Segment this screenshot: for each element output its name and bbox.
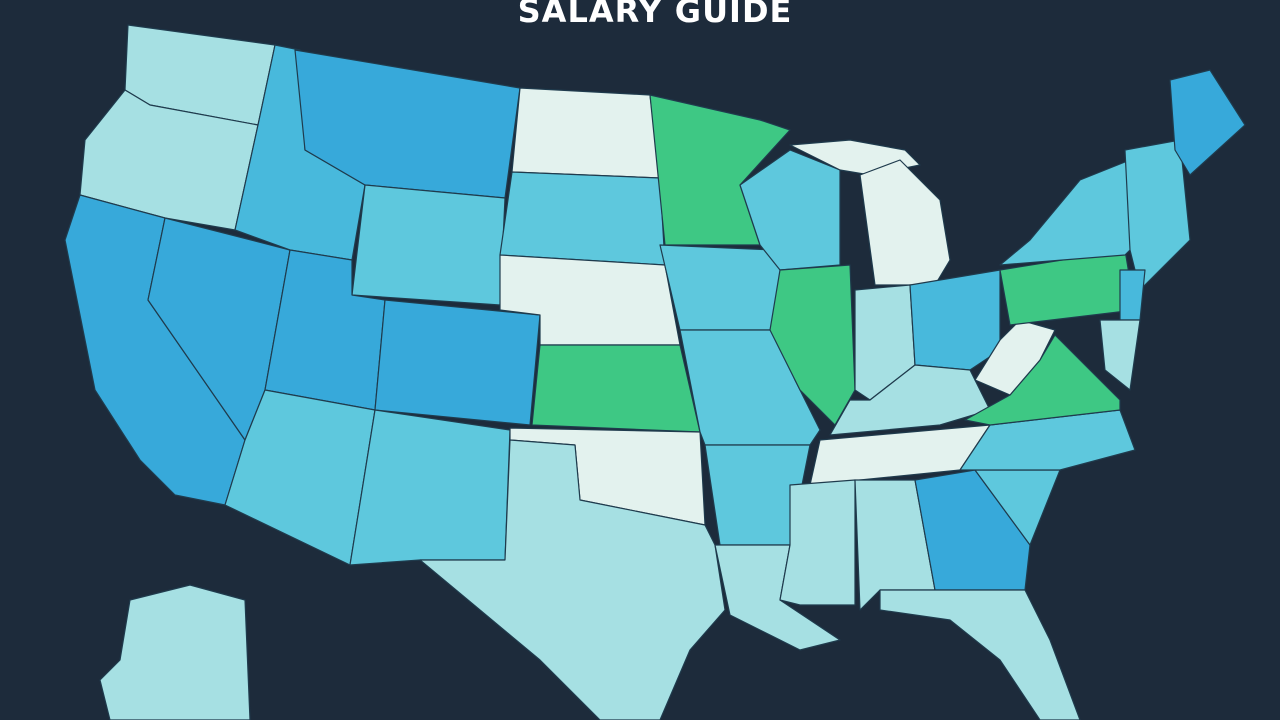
state [419, 439, 726, 720]
state [79, 89, 259, 231]
state [224, 389, 376, 566]
state [879, 589, 1081, 720]
state [779, 479, 856, 606]
state [374, 299, 541, 426]
state [499, 171, 666, 266]
state [769, 264, 856, 426]
state [351, 184, 506, 306]
state [829, 364, 991, 436]
states [64, 24, 1246, 720]
title: SALARY GUIDE [518, 0, 793, 30]
state [859, 159, 951, 286]
state [914, 469, 1031, 591]
state [909, 269, 1001, 371]
state [349, 409, 511, 566]
state [511, 87, 661, 179]
state [531, 344, 701, 433]
state [99, 584, 251, 720]
state [1124, 139, 1191, 291]
state [739, 149, 841, 271]
state [1099, 319, 1141, 391]
state [1119, 269, 1146, 321]
state [1169, 69, 1246, 176]
